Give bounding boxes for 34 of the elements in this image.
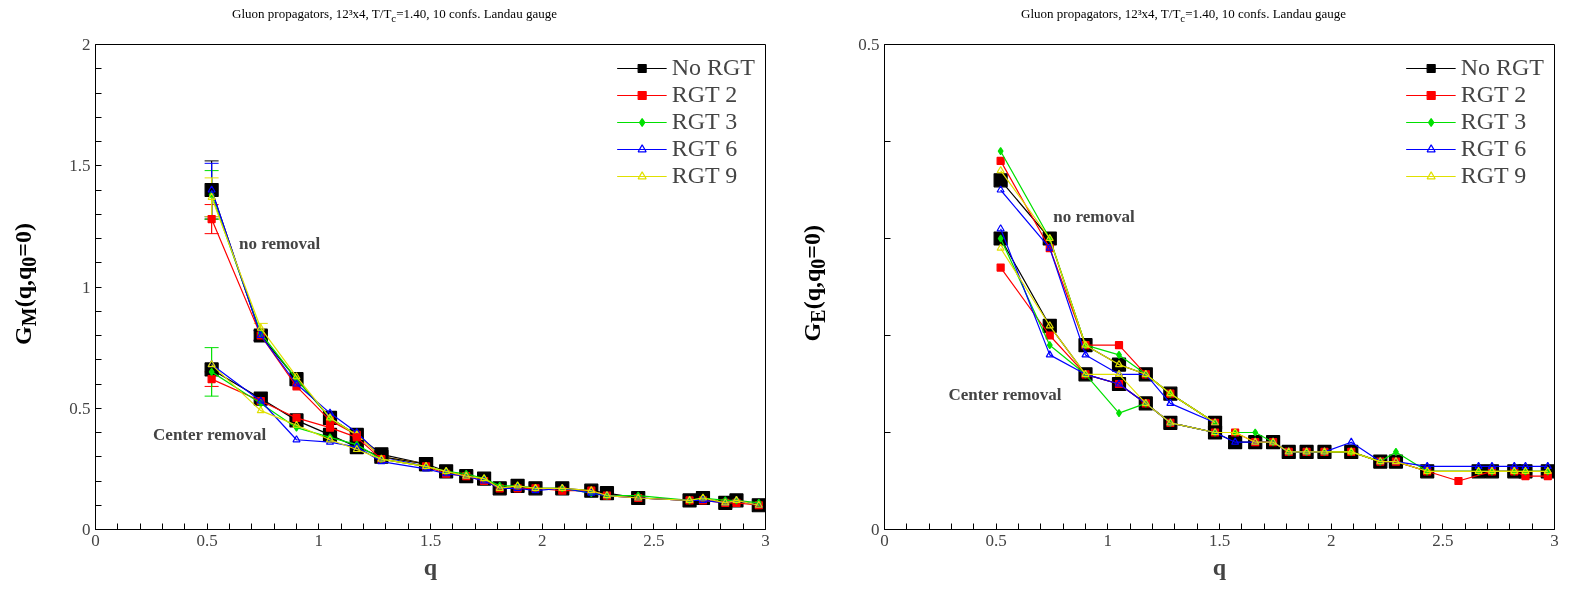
x-tick-label: 2.5: [643, 530, 665, 550]
y-tick-label: 2: [82, 35, 91, 54]
x-tick-label: 0.5: [985, 530, 1007, 550]
legend-label: RGT 2: [1460, 81, 1527, 108]
legend-label: RGT 9: [671, 162, 738, 189]
x-tick-label: 1.5: [1208, 530, 1231, 550]
x-tick-label: 3: [1550, 530, 1559, 550]
x-tick-label: 1: [314, 530, 324, 550]
x-tick-label: 2: [1326, 530, 1336, 550]
x-tick-label: 2.5: [1432, 530, 1454, 550]
x-tick-label: 3: [761, 530, 770, 550]
x-tick-label: 0.5: [196, 530, 218, 550]
legend-label: RGT 2: [671, 81, 738, 108]
y-tick-label: 1: [82, 277, 91, 297]
annotation: no removal: [238, 233, 321, 253]
x-tick-label: 1.5: [419, 530, 442, 550]
y-tick-label: 1.5: [69, 156, 91, 176]
legend-label: RGT 3: [1460, 108, 1527, 135]
legend-label: RGT 6: [1460, 135, 1527, 162]
chart-title: Gluon propagators, 12³x4, T/T$_{c}$=1.40, 10 confs. Landau gauge: [231, 5, 558, 26]
legend-label: RGT 6: [671, 135, 738, 162]
x-tick-label: 2: [537, 530, 547, 550]
x-tick-label: 1: [1103, 530, 1113, 550]
annotation: Center removal: [153, 425, 267, 445]
chart-title: Gluon propagators, 12³x4, T/T$_{c}$=1.40, 10 confs. Landau gauge: [1020, 5, 1347, 26]
y-tick-label: 0.5: [69, 398, 91, 418]
x-axis-title: q: [423, 553, 438, 580]
x-axis-title: q: [1212, 553, 1227, 580]
annotation: no removal: [1053, 206, 1136, 226]
legend-label: RGT 3: [671, 108, 738, 135]
annotation: Center removal: [948, 385, 1062, 405]
legend-label: No RGT: [671, 54, 755, 81]
legend-label: No RGT: [1460, 54, 1544, 81]
legend-label: RGT 9: [1460, 162, 1527, 189]
